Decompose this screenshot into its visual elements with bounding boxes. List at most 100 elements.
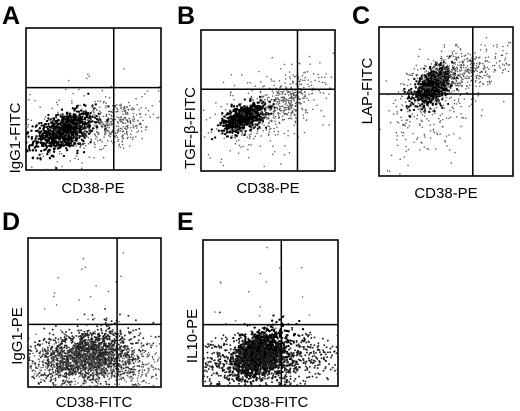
event-dot (459, 137, 461, 139)
event-dot (152, 113, 155, 116)
event-dot (224, 108, 227, 111)
event-dot (76, 137, 79, 141)
event-dot (394, 99, 397, 101)
event-dot (83, 313, 86, 316)
event-dot (97, 112, 100, 115)
event-dot (426, 72, 428, 75)
event-dot (446, 103, 449, 106)
event-dot (425, 70, 428, 72)
event-dot (304, 76, 306, 79)
event-dot (68, 122, 71, 124)
event-dot (455, 79, 458, 82)
event-dot (51, 123, 53, 126)
event-dot (248, 122, 251, 125)
event-dot (278, 80, 281, 82)
event-dot (243, 98, 246, 101)
event-dot (255, 124, 257, 127)
event-dot (93, 124, 95, 127)
event-dot (71, 115, 73, 118)
event-dot (488, 76, 491, 79)
event-dot (55, 119, 58, 123)
event-dot (56, 132, 59, 135)
event-dot (268, 108, 270, 110)
event-dot (48, 342, 50, 345)
event-dot (433, 77, 435, 79)
event-dot (106, 123, 109, 126)
event-dot (243, 122, 245, 124)
event-dot (77, 329, 80, 332)
event-dot (475, 76, 478, 79)
event-dot (215, 102, 217, 104)
event-dot (420, 102, 424, 106)
event-dot (441, 85, 444, 87)
event-dot (114, 136, 116, 138)
event-dot (77, 106, 79, 109)
event-dot (441, 57, 443, 60)
event-dot (482, 82, 484, 85)
event-dot (479, 85, 481, 88)
event-dot (121, 134, 124, 137)
event-dot (279, 110, 282, 112)
event-dot (45, 142, 47, 144)
event-dot (120, 107, 122, 109)
event-dot (308, 85, 310, 88)
event-dot (33, 146, 37, 149)
event-dot (283, 132, 285, 135)
event-dot (474, 69, 477, 72)
event-dot (141, 349, 144, 352)
event-dot (272, 114, 275, 116)
event-dot (265, 115, 267, 118)
event-dot (487, 56, 490, 58)
event-dot (49, 152, 51, 154)
event-dot (432, 110, 434, 112)
event-dot (97, 133, 99, 136)
event-dot (289, 75, 291, 78)
event-dot (312, 72, 315, 75)
event-dot (468, 59, 471, 61)
event-dot (423, 94, 426, 97)
event-dot (48, 373, 51, 376)
event-dot (237, 113, 240, 117)
event-dot (449, 109, 451, 112)
event-dot (73, 134, 76, 137)
event-dot (84, 142, 86, 145)
event-dot (61, 342, 63, 345)
event-dot (499, 67, 501, 69)
event-dot (59, 113, 61, 116)
event-dot (263, 85, 265, 87)
event-dot (80, 124, 83, 127)
event-dot (104, 129, 106, 132)
event-dot (423, 133, 426, 136)
event-dot (135, 127, 138, 129)
event-dot (417, 136, 419, 139)
event-dot (323, 76, 326, 78)
event-dot (105, 102, 107, 104)
event-dot (71, 100, 73, 102)
event-dot (436, 64, 439, 66)
event-dot (126, 112, 129, 114)
event-dot (95, 138, 97, 140)
event-dot (452, 108, 455, 110)
event-dot (72, 127, 75, 130)
event-dot (99, 148, 101, 151)
event-dot (408, 90, 411, 93)
event-dot (229, 109, 232, 111)
event-dot (453, 66, 455, 68)
event-dot (91, 129, 94, 132)
event-dot (429, 75, 432, 78)
event-dot (431, 113, 434, 116)
event-dot (123, 132, 126, 135)
event-dot (69, 120, 72, 123)
event-dot (46, 136, 49, 139)
event-dot (429, 124, 431, 126)
event-dot (446, 145, 448, 147)
event-dot (83, 335, 85, 338)
event-dot (502, 45, 504, 48)
event-dot (145, 128, 147, 131)
event-dot (110, 114, 113, 117)
event-dot (123, 68, 125, 70)
event-dot (282, 109, 284, 112)
event-dot (396, 135, 399, 137)
event-dot (44, 130, 48, 133)
event-dot (246, 105, 248, 107)
